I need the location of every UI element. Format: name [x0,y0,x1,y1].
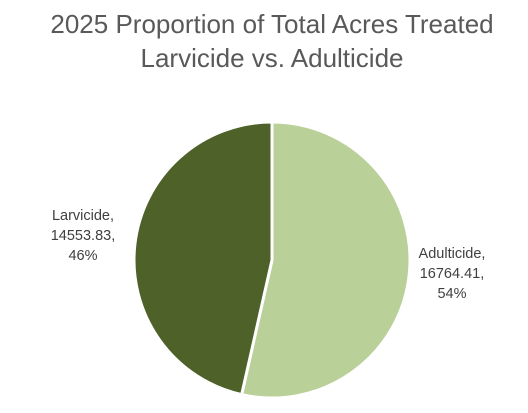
data-label-adulticide: Adulticide, 16764.41, 54% [419,246,486,302]
data-label-adulticide-category: Adulticide, [419,246,486,262]
data-label-larvicide-category: Larvicide, [52,208,114,224]
data-labels: Adulticide, 16764.41, 54% Larvicide, 14553.8… [51,208,486,302]
chart-subtitle: Larvicide vs. Adulticide [140,43,403,73]
pie-slice-adulticide [240,120,412,400]
data-label-larvicide-percent: 46% [68,248,97,264]
pie-slice-larvicide [132,120,274,397]
data-label-adulticide-percent: 54% [437,286,466,302]
data-label-larvicide-value: 14553.83, [51,228,116,244]
data-label-adulticide-value: 16764.41, [420,266,485,282]
pie-slices [132,120,412,400]
data-label-larvicide: Larvicide, 14553.83, 46% [51,208,116,264]
chart-title: 2025 Proportion of Total Acres Treated [50,9,493,39]
